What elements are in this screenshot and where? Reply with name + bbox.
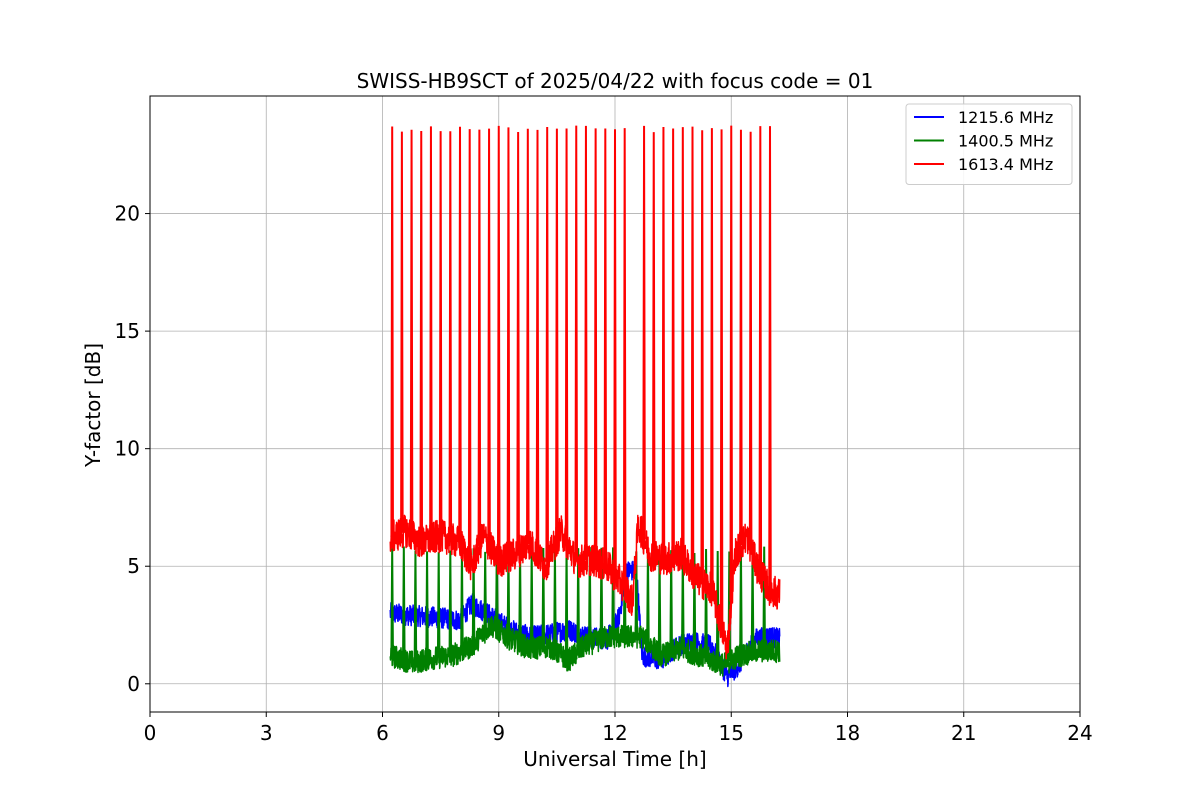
legend-box [905, 103, 1073, 185]
series-2-spike [729, 125, 734, 602]
series-2-spike [467, 129, 472, 563]
series-2-spike [700, 130, 704, 583]
series-1-spike [704, 548, 708, 658]
series-1-spike [483, 551, 487, 632]
series-2-spike [438, 131, 443, 536]
series-2-spike [671, 128, 675, 557]
series-1-spike [413, 550, 418, 663]
series-1-spike [460, 549, 464, 651]
x-axis-label: Universal Time [h] [523, 747, 706, 771]
series-1-spike [564, 547, 569, 659]
series-1-spike [692, 553, 697, 654]
series-2-spike [545, 127, 549, 562]
series-2-spike [487, 128, 491, 546]
series-2-spike [719, 129, 724, 627]
series-2-spike [642, 125, 646, 540]
series-layer [389, 125, 781, 688]
series-2-spike [661, 127, 666, 559]
x-tick-label: 15 [719, 721, 744, 745]
chart-title: SWISS-HB9SCT of 2025/04/22 with focus co… [357, 69, 874, 93]
y-tick-label: 0 [127, 672, 140, 696]
series-2-spike [613, 129, 617, 576]
y-tick-label: 10 [115, 437, 140, 461]
series-1-spike [436, 552, 441, 658]
series-2-spike [516, 131, 520, 552]
series-1-spike [529, 550, 534, 649]
y-axis-label: Y-factor [dB] [81, 343, 105, 468]
series-1-spike [576, 548, 580, 652]
y-tick-label: 20 [115, 202, 140, 226]
series-1-spike [425, 551, 429, 660]
series-2-spike [603, 128, 608, 566]
series-2-spike [448, 131, 453, 540]
series-2-spike [651, 132, 656, 556]
series-2-spike [574, 125, 579, 562]
series-1-spike [402, 546, 406, 660]
x-tick-label: 0 [144, 721, 157, 745]
x-tick-label: 21 [951, 721, 976, 745]
series-2-spike [477, 129, 482, 546]
x-tick-label: 6 [376, 721, 389, 745]
series-2-spike [400, 131, 404, 533]
series-2-spike [506, 127, 511, 558]
y-tick-label: 5 [127, 554, 140, 578]
series-2-spike [768, 126, 772, 590]
series-2-spike [739, 129, 743, 546]
series-2-spike [758, 126, 763, 575]
axes: 0 3 6 9 12 15 18 21 24 0 5 10 15 20 [115, 202, 1093, 745]
series-1-spike [739, 548, 743, 656]
series-2-spike [710, 128, 714, 590]
series-2-spike [535, 129, 540, 555]
x-tick-label: 12 [602, 721, 627, 745]
series-1-line [389, 615, 781, 677]
series-2-spike [526, 128, 530, 545]
series-2-spike [593, 128, 598, 561]
series-1-spike [553, 550, 557, 651]
series-2-spike [458, 126, 462, 543]
series-2-spike [429, 126, 433, 540]
series-1-spike [762, 546, 766, 651]
series-2-spike [409, 129, 414, 536]
series-1-spike [448, 550, 453, 656]
series-2-spike [555, 128, 559, 540]
series-1-spike [390, 548, 394, 657]
x-tick-label: 18 [835, 721, 860, 745]
series-2-spike [564, 128, 569, 543]
x-tick-label: 3 [260, 721, 273, 745]
legend-label: 1613.4 MHz [958, 155, 1053, 174]
series-1-spike [541, 547, 546, 647]
series-2-spike [496, 125, 501, 562]
x-tick-label: 9 [492, 721, 505, 745]
series-2-line [389, 514, 781, 660]
series-2-spike [419, 130, 424, 543]
legend-label: 1400.5 MHz [958, 132, 1053, 151]
series-1-spike [669, 550, 673, 653]
y-tick-label: 15 [115, 319, 140, 343]
series-2-spike [390, 126, 394, 538]
series-1-spike [599, 547, 604, 640]
legend: 1215.6 MHz 1400.5 MHz 1613.4 MHz [905, 103, 1073, 185]
series-2-spike [690, 126, 695, 573]
series-2-spike [584, 125, 588, 561]
series-2-spike [622, 128, 627, 589]
series-2-spike [681, 127, 685, 558]
series-2-spike [748, 131, 753, 548]
series-1-spike [611, 547, 615, 637]
x-tick-label: 24 [1067, 721, 1092, 745]
legend-label: 1215.6 MHz [958, 108, 1053, 127]
